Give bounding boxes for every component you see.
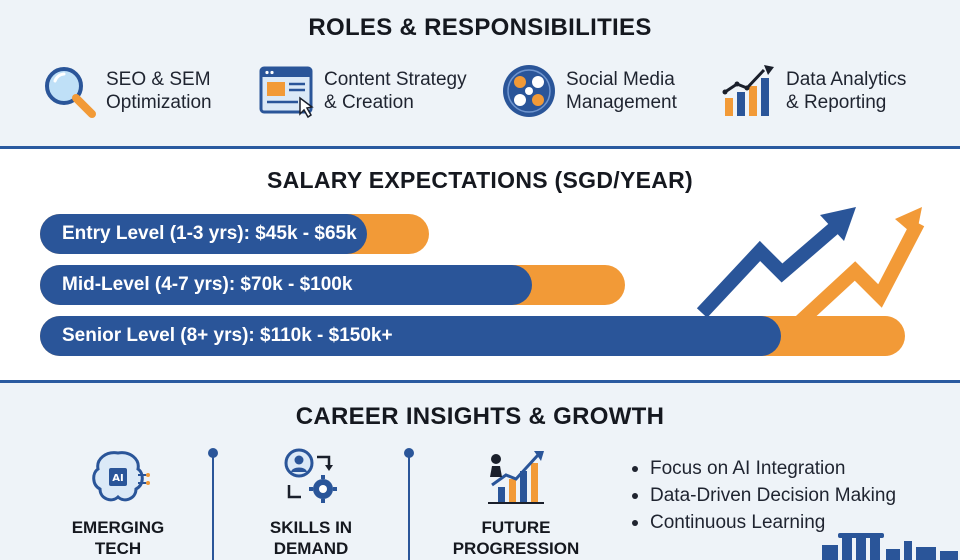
insight-line2: TECH — [94, 539, 142, 558]
roles-section: ROLES & RESPONSIBILITIES SEO & SEM Optim… — [0, 0, 960, 146]
role-analytics: Data Analytics & Reporting — [720, 62, 906, 120]
growth-chart-person-icon — [484, 445, 548, 509]
career-title: CAREER INSIGHTS & GROWTH — [295, 403, 665, 430]
city-skyline-icon — [822, 533, 958, 560]
timeline-connector — [404, 448, 414, 560]
insight-bullet-list: Focus on AI Integration Data-Driven Deci… — [630, 455, 896, 536]
insight-progression: FUTURE PROGRESSION — [441, 445, 591, 559]
bullet-item: Focus on AI Integration — [630, 455, 896, 482]
insight-label: EMERGING TECH — [43, 517, 193, 559]
role-line1: Social Media — [566, 69, 675, 90]
insight-line1: FUTURE — [481, 518, 551, 537]
section-divider — [0, 380, 960, 383]
salary-title: SALARY EXPECTATIONS (SGD/YEAR) — [266, 167, 694, 193]
role-label: Data Analytics & Reporting — [786, 68, 906, 114]
salary-bar-label: Senior Level (8+ yrs): $110k - $150k+ — [62, 325, 393, 346]
career-section: CAREER INSIGHTS & GROWTH AI EMERGING TEC… — [0, 383, 960, 560]
role-line1: SEO & SEM — [106, 69, 211, 90]
roles-title: ROLES & RESPONSIBILITIES — [308, 14, 652, 41]
salary-section: SALARY EXPECTATIONS (SGD/YEAR) Entry Lev… — [0, 149, 960, 380]
role-line2: Optimization — [106, 92, 212, 113]
role-content: Content Strategy & Creation — [258, 62, 467, 120]
insight-emerging-tech: AI EMERGING TECH — [43, 445, 193, 559]
role-line2: & Creation — [324, 92, 414, 113]
insight-line2: DEMAND — [273, 539, 349, 558]
insight-line1: SKILLS IN — [269, 518, 353, 537]
insight-line1: EMERGING — [71, 518, 165, 537]
bar-chart-growth-icon — [720, 62, 778, 120]
role-seo: SEO & SEM Optimization — [40, 62, 212, 120]
role-line1: Data Analytics — [786, 69, 907, 90]
insight-skills: SKILLS IN DEMAND — [236, 445, 386, 559]
insight-line2: PROGRESSION — [452, 539, 580, 558]
role-label: SEO & SEM Optimization — [106, 68, 212, 114]
insight-label: FUTURE PROGRESSION — [441, 517, 591, 559]
bullet-item: Data-Driven Decision Making — [630, 482, 896, 509]
salary-range-low-bar — [40, 214, 367, 254]
content-browser-icon — [258, 62, 316, 120]
role-label: Content Strategy & Creation — [324, 68, 467, 114]
svg-text:AI: AI — [112, 473, 123, 484]
insight-label: SKILLS IN DEMAND — [236, 517, 386, 559]
salary-range-low-bar — [40, 316, 781, 356]
bullet-item: Continuous Learning — [630, 509, 896, 536]
salary-range-low-bar — [40, 265, 532, 305]
role-line2: & Reporting — [786, 92, 887, 113]
role-social: Social Media Management — [500, 62, 677, 120]
section-divider — [0, 146, 960, 149]
trend-arrows-icon — [696, 207, 925, 331]
role-label: Social Media Management — [566, 68, 677, 114]
timeline-connector — [208, 448, 218, 560]
role-line1: Content Strategy — [324, 69, 467, 90]
magnifier-icon — [40, 62, 98, 120]
ai-brain-icon: AI — [86, 445, 150, 509]
person-gear-icon — [279, 445, 343, 509]
salary-bar-label: Entry Level (1-3 yrs): $45k - $65k — [62, 223, 357, 244]
role-line2: Management — [566, 92, 677, 113]
social-network-icon — [500, 62, 558, 120]
salary-bar-label: Mid-Level (4-7 yrs): $70k - $100k — [62, 274, 353, 295]
